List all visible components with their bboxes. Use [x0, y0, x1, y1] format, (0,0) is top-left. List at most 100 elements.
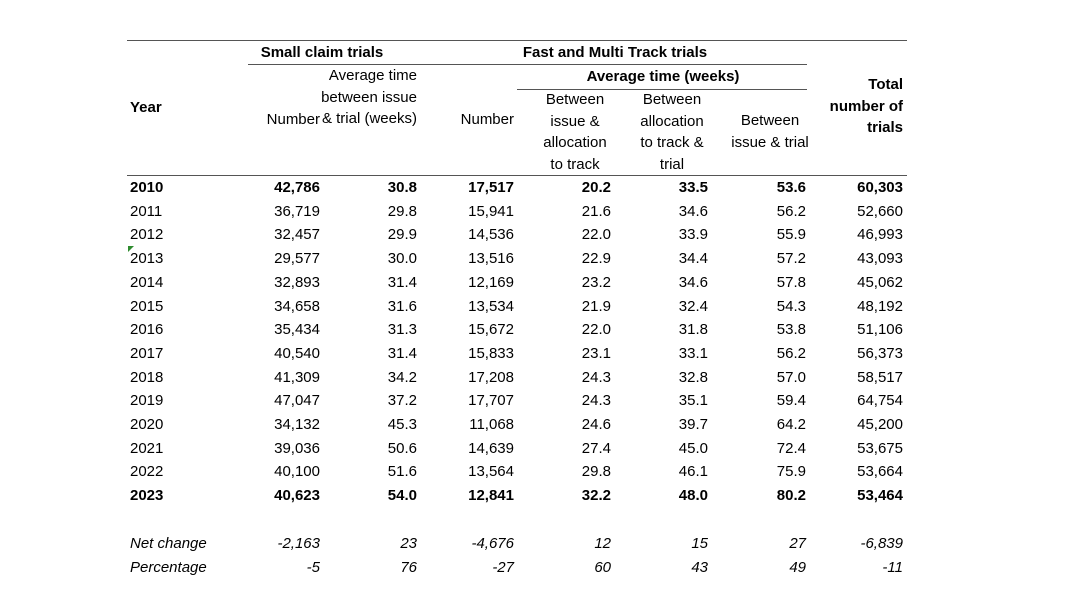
row-label: 2015 — [130, 297, 164, 315]
cell: 46,993 — [857, 226, 903, 244]
cell: 45.3 — [387, 416, 417, 433]
cell: 80.2 — [776, 487, 806, 505]
column-header: Between issue & trial — [731, 112, 809, 151]
column-header: Between issue & allocation to track — [543, 91, 607, 174]
cell: 46.1 — [678, 463, 708, 481]
cell: 34.4 — [678, 250, 708, 268]
cell: 13,534 — [468, 297, 514, 315]
cell: -2,163 — [277, 535, 320, 552]
cell: 17,517 — [468, 179, 514, 196]
cell: 22.9 — [581, 250, 611, 268]
cell: 31.6 — [387, 297, 417, 315]
column-header: Number — [460, 111, 514, 128]
cell: 57.2 — [776, 250, 806, 268]
cell: 64.2 — [776, 416, 806, 433]
cell: 56.2 — [776, 202, 806, 220]
cell: 45.0 — [678, 439, 708, 457]
cell: 14,639 — [468, 439, 514, 457]
cell: 51.6 — [387, 463, 417, 481]
cell: 39,036 — [274, 439, 320, 457]
cell: -4,676 — [471, 535, 514, 552]
cell: 27 — [789, 535, 806, 552]
column-header: Year — [130, 99, 162, 116]
group-header: Small claim trials — [260, 44, 384, 61]
column-header: Number — [266, 111, 320, 128]
column-header: Between allocation to track & trial — [640, 91, 704, 174]
cell: -27 — [492, 559, 514, 576]
cell: 31.4 — [387, 344, 417, 362]
cell: 35,434 — [274, 321, 320, 339]
cell: 32.8 — [678, 368, 708, 386]
row-label: 2022 — [130, 463, 164, 481]
cell: 60,303 — [857, 179, 903, 196]
header-rule — [127, 175, 907, 176]
cell: 21.6 — [581, 202, 611, 220]
row-label: 2012 — [130, 226, 164, 244]
group-rule — [248, 64, 807, 65]
cell: -11 — [882, 559, 903, 576]
cell: 15,672 — [468, 321, 514, 339]
cell: 56,373 — [857, 344, 903, 362]
cell: 47,047 — [274, 392, 320, 410]
cell: 32,457 — [274, 226, 320, 244]
cell: 33.9 — [678, 226, 708, 244]
cell: 33.1 — [678, 344, 708, 362]
cell: 40,540 — [274, 344, 320, 362]
cell: 43,093 — [857, 250, 903, 268]
subgroup-rule — [517, 89, 807, 90]
cell: 15,941 — [468, 202, 514, 220]
cell: 12 — [594, 535, 611, 552]
cell: 35.1 — [678, 392, 708, 410]
column-header: Total number of trials — [829, 76, 903, 137]
cell: 45,200 — [857, 416, 903, 433]
cell: 23.2 — [581, 273, 611, 291]
cell: 32.2 — [581, 487, 611, 505]
cell: 15,833 — [468, 344, 514, 362]
cell: 53.6 — [776, 179, 806, 196]
cell: 31.8 — [678, 321, 708, 339]
cell: 51,106 — [857, 321, 903, 339]
cell: 34.2 — [387, 368, 417, 386]
cell: 58,517 — [857, 368, 903, 386]
cell: 17,208 — [468, 368, 514, 386]
row-label: 2019 — [130, 392, 164, 410]
row-label: 2016 — [130, 321, 164, 339]
row-label: 2010 — [130, 179, 164, 196]
row-label: Percentage — [130, 559, 207, 576]
group-header: Fast and Multi Track trials — [522, 44, 708, 61]
cell: 40,623 — [274, 487, 320, 505]
cell: 15 — [691, 535, 708, 552]
cell: 57.0 — [776, 368, 806, 386]
column-header: Average time between issue & trial (week… — [321, 67, 417, 128]
group-header: Average time (weeks) — [586, 68, 740, 85]
cell: 17,707 — [468, 392, 514, 410]
cell: 43 — [691, 559, 708, 576]
cell: 56.2 — [776, 344, 806, 362]
cell: 13,564 — [468, 463, 514, 481]
cell: 34,658 — [274, 297, 320, 315]
cell: 59.4 — [776, 392, 806, 410]
row-label: 2013 — [130, 250, 164, 268]
cell: 48,192 — [857, 297, 903, 315]
cell: 24.3 — [581, 368, 611, 386]
cell: 53,664 — [857, 463, 903, 481]
cell: 48.0 — [678, 487, 708, 505]
cell: 50.6 — [387, 439, 417, 457]
cell: 57.8 — [776, 273, 806, 291]
cell: 22.0 — [581, 226, 611, 244]
cell: 12,169 — [468, 273, 514, 291]
cell: 41,309 — [274, 368, 320, 386]
cell: 13,516 — [468, 250, 514, 268]
cell: 29.8 — [387, 202, 417, 220]
cell: 22.0 — [581, 321, 611, 339]
cell: 52,660 — [857, 202, 903, 220]
cell: 12,841 — [468, 487, 514, 505]
cell: 34.6 — [678, 202, 708, 220]
cell: 31.3 — [387, 321, 417, 339]
cell: 53.8 — [776, 321, 806, 339]
cell: 24.6 — [581, 416, 611, 433]
cell: 42,786 — [274, 179, 320, 196]
row-label: 2018 — [130, 368, 164, 386]
cell: 72.4 — [776, 439, 806, 457]
